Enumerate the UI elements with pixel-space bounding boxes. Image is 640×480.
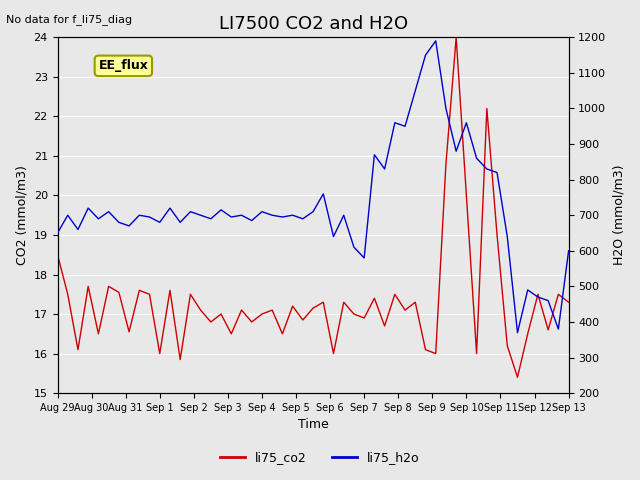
Legend: li75_co2, li75_h2o: li75_co2, li75_h2o (215, 446, 425, 469)
Y-axis label: H2O (mmol/m3): H2O (mmol/m3) (612, 165, 625, 265)
Title: LI7500 CO2 and H2O: LI7500 CO2 and H2O (218, 15, 408, 33)
Text: EE_flux: EE_flux (99, 60, 148, 72)
Text: No data for f_li75_diag: No data for f_li75_diag (6, 14, 132, 25)
X-axis label: Time: Time (298, 419, 328, 432)
Y-axis label: CO2 (mmol/m3): CO2 (mmol/m3) (15, 165, 28, 265)
